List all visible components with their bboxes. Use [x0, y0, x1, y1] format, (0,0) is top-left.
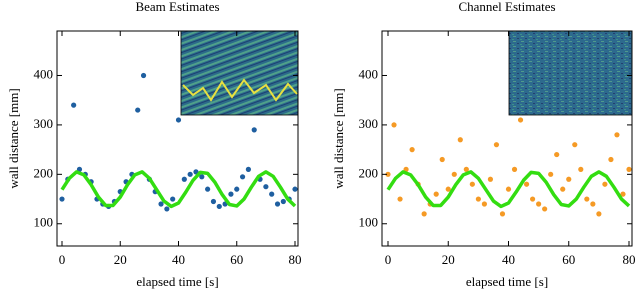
estimate-point: [181, 176, 187, 182]
x-tick-label: 60: [562, 252, 575, 267]
estimate-point: [274, 201, 281, 207]
inset-image: [180, 30, 299, 116]
estimate-point: [578, 166, 584, 172]
estimate-point: [158, 201, 164, 207]
estimate-point: [216, 203, 222, 210]
estimate-point: [409, 147, 415, 153]
y-tick-label: 300: [34, 116, 54, 131]
panel: Beam Estimates elapsed time [s] wall dista…: [6, 0, 302, 289]
y-tick-label: 400: [34, 66, 54, 81]
estimate-point: [164, 206, 170, 212]
estimate-point: [397, 196, 403, 202]
chart-title: Beam Estimates: [135, 0, 219, 14]
estimate-point: [469, 181, 475, 187]
estimate-point: [572, 142, 578, 148]
estimate-point: [511, 166, 518, 172]
y-tick-label: 200: [34, 165, 54, 180]
estimate-point: [608, 156, 614, 163]
estimate-point: [175, 117, 182, 123]
plot-frame: [56, 30, 299, 247]
estimate-point: [239, 174, 246, 180]
estimate-point: [560, 186, 566, 192]
estimate-point: [596, 211, 602, 217]
estimate-point: [523, 181, 530, 187]
estimate-point: [602, 181, 608, 187]
estimate-point: [530, 196, 536, 202]
y-tick-label: 400: [359, 66, 379, 81]
estimate-point: [499, 211, 506, 217]
x-tick-label: 0: [59, 252, 66, 267]
x-tick-label: 80: [623, 252, 636, 267]
y-tick-label: 100: [359, 215, 379, 230]
estimate-point: [280, 198, 286, 205]
estimate-point: [199, 174, 205, 180]
panel: Channel Estimates elapsed time [s] wall di…: [331, 0, 636, 289]
estimate-point: [451, 171, 457, 177]
y-axis-label: wall distance [mm]: [6, 88, 21, 188]
estimate-point: [234, 186, 240, 192]
estimate-point: [542, 206, 548, 212]
estimate-point: [554, 151, 560, 158]
estimate-point: [251, 127, 257, 133]
estimate-point: [626, 166, 632, 172]
estimate-point: [263, 184, 269, 190]
estimate-point: [481, 201, 487, 207]
estimate-point: [457, 137, 463, 143]
estimate-point: [614, 132, 620, 138]
y-tick-label: 200: [359, 165, 379, 180]
estimate-point: [135, 107, 141, 113]
x-tick-label: 40: [502, 252, 515, 267]
estimate-point: [487, 176, 494, 182]
estimate-point: [385, 171, 391, 177]
x-tick-label: 40: [172, 252, 185, 267]
chart-title: Channel Estimates: [458, 0, 555, 14]
estimate-point: [493, 142, 500, 148]
x-tick-label: 60: [230, 252, 243, 267]
x-tick-label: 0: [385, 252, 392, 267]
truth-line: [386, 170, 631, 209]
estimate-point: [210, 198, 217, 205]
estimate-point: [205, 186, 211, 192]
estimate-point: [269, 191, 275, 197]
estimate-point: [71, 102, 77, 108]
estimate-point: [170, 196, 176, 202]
x-axis-label: elapsed time [s]: [466, 274, 548, 289]
inset-image: [508, 30, 633, 116]
estimate-point: [187, 171, 193, 177]
estimate-point: [475, 196, 481, 202]
x-tick-label: 20: [442, 252, 455, 267]
estimate-point: [228, 191, 234, 197]
x-tick-label: 80: [289, 252, 302, 267]
estimate-point: [463, 166, 469, 172]
estimate-point: [439, 156, 445, 163]
estimate-point: [292, 186, 298, 192]
estimate-point: [421, 211, 427, 217]
estimate-point: [536, 201, 542, 207]
estimate-point: [590, 201, 596, 207]
estimate-point: [391, 122, 397, 128]
estimate-point: [548, 171, 554, 177]
y-tick-label: 100: [34, 215, 54, 230]
estimate-point: [517, 117, 524, 123]
estimate-point: [584, 196, 590, 202]
estimate-point: [445, 186, 451, 192]
estimate-point: [140, 72, 147, 79]
plot-frame: [381, 30, 633, 247]
estimate-point: [59, 196, 65, 202]
estimate-point: [620, 191, 626, 197]
y-axis-label: wall distance [mm]: [331, 88, 346, 188]
x-tick-label: 20: [114, 252, 127, 267]
estimate-point: [566, 176, 572, 182]
estimate-point: [505, 186, 512, 192]
truth-line: [60, 170, 297, 209]
x-axis-label: elapsed time [s]: [136, 274, 218, 289]
estimate-point: [433, 191, 439, 197]
estimate-point: [245, 166, 251, 172]
y-tick-label: 300: [359, 116, 379, 131]
